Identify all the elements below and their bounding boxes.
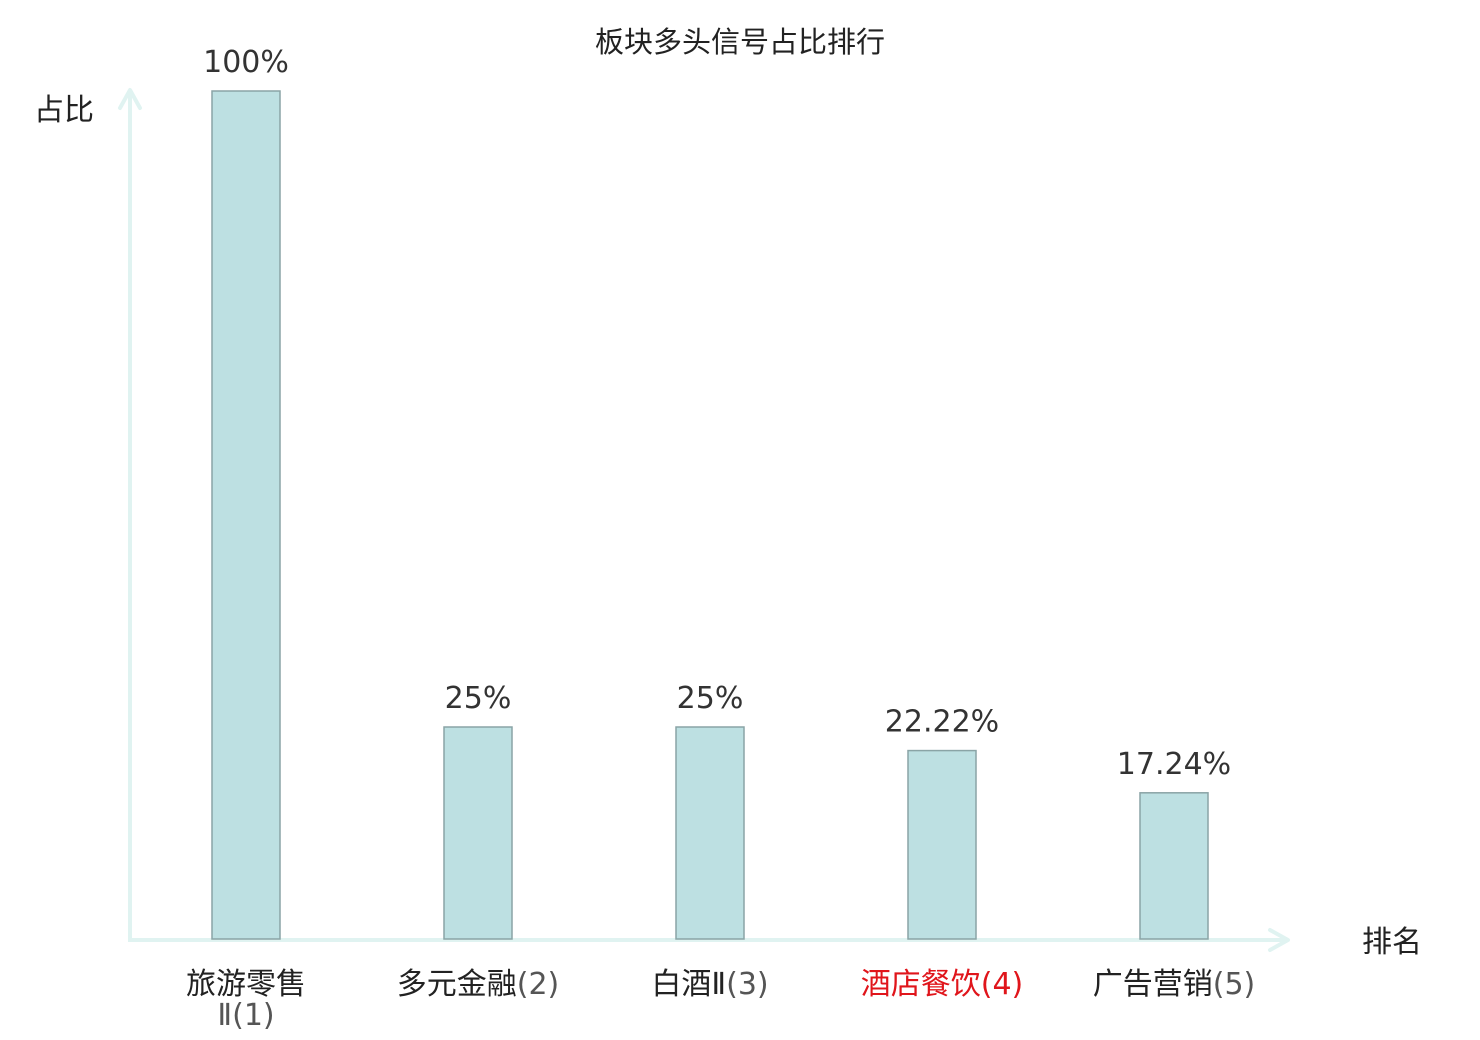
x-axis-arrow-icon xyxy=(1268,928,1290,952)
chart-title: 板块多头信号占比排行 xyxy=(595,25,885,59)
bar xyxy=(907,749,977,940)
y-axis-arrow-icon xyxy=(118,88,142,110)
x-tick-label-rank: (1) xyxy=(232,998,275,1033)
bar xyxy=(443,726,513,940)
y-axis-label: 占比 xyxy=(34,93,94,128)
bar-value-label: 17.24% xyxy=(1117,747,1231,782)
x-tick-label-rank: (2) xyxy=(517,967,560,1002)
x-tick-label-name: 白酒Ⅱ xyxy=(651,967,726,1002)
x-tick-label-line2: Ⅱ(1) xyxy=(217,998,274,1033)
x-tick-label-rank: (5) xyxy=(1213,967,1256,1002)
x-axis-label: 排名 xyxy=(1362,925,1422,960)
x-tick-label-name-cont: Ⅱ xyxy=(217,998,232,1033)
bar xyxy=(1139,792,1209,940)
bar xyxy=(211,90,281,940)
x-tick-label: 旅游零售 xyxy=(186,967,306,1002)
x-tick-label: 多元金融(2) xyxy=(397,967,560,1002)
x-tick-label-name: 广告营销 xyxy=(1093,967,1213,1002)
bars-group xyxy=(211,90,1209,940)
x-tick-label: 白酒Ⅱ(3) xyxy=(651,967,768,1002)
x-tick-label-rank: (4) xyxy=(981,967,1024,1002)
x-tick-label-name: 酒店餐饮 xyxy=(861,967,981,1002)
x-tick-label-rank: (3) xyxy=(726,967,769,1002)
bar-value-label: 100% xyxy=(203,45,289,80)
x-tick-label: 酒店餐饮(4) xyxy=(861,967,1024,1002)
value-labels-group: 100% 25% 25% 22.22% 17.24% xyxy=(203,45,1231,782)
bar-value-label: 25% xyxy=(677,681,744,716)
bar-value-label: 22.22% xyxy=(885,705,999,740)
x-tick-label-name: 旅游零售 xyxy=(186,967,306,1002)
bar xyxy=(675,726,745,940)
bar-value-label: 25% xyxy=(445,681,512,716)
x-tick-label-name: 多元金融 xyxy=(397,967,517,1002)
x-tick-label: 广告营销(5) xyxy=(1093,967,1256,1002)
